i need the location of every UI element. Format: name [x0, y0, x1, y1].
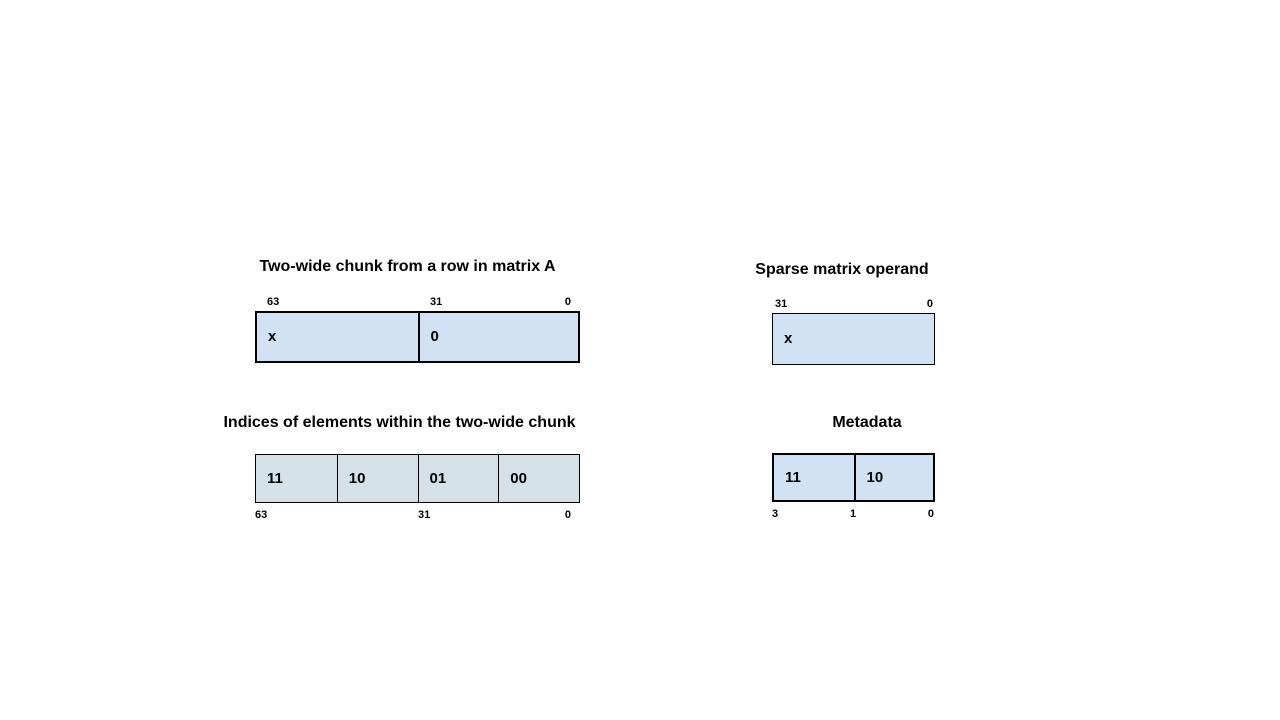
bit-label-63: 63: [255, 508, 268, 521]
bitfield-cell-zero: 0: [417, 312, 579, 361]
bit-label-0: 0: [926, 297, 933, 310]
bit-label-63: 63: [267, 295, 280, 308]
panel-metadata: Metadata 11 10 3 1 0: [772, 414, 935, 521]
panel-title-two-wide-chunk: Two-wide chunk from a row in matrix A: [259, 258, 556, 275]
panel-two-wide-chunk: Two-wide chunk from a row in matrix A 63…: [235, 258, 580, 363]
bitfield-two-wide-chunk: x 0: [255, 310, 580, 363]
metadata-cell-10: 10: [853, 454, 934, 500]
bit-label-0: 0: [927, 507, 934, 520]
panel-indices: Indices of elements within the two-wide …: [219, 414, 580, 522]
bit-label-31: 31: [430, 295, 443, 308]
bit-label-0: 0: [564, 295, 571, 308]
bit-labels-top-sparse: 31 0: [772, 297, 935, 311]
bit-label-1: 1: [850, 507, 857, 520]
index-cell-01: 01: [417, 454, 499, 502]
bit-label-31: 31: [418, 508, 431, 521]
metadata-cell-11: 11: [785, 468, 801, 486]
panel-sparse-matrix-operand: Sparse matrix operand 31 0 x: [749, 261, 935, 365]
bitfield-sparse-operand: x: [772, 312, 935, 365]
bitfield-metadata: 11 10: [772, 452, 935, 502]
bit-label-3: 3: [772, 507, 779, 520]
index-cell-10: 10: [336, 454, 418, 502]
bit-labels-bottom-indices: 63 31 0: [255, 508, 580, 522]
panel-title-indices: Indices of elements within the two-wide …: [223, 414, 576, 431]
bitfield-indices: 11 10 01 00: [255, 453, 580, 503]
index-cell-00: 00: [498, 454, 579, 502]
bit-labels-bottom-metadata: 3 1 0: [772, 507, 935, 521]
panel-title-metadata: Metadata: [832, 414, 902, 431]
panel-title-sparse-matrix-operand: Sparse matrix operand: [755, 261, 929, 278]
bitfield-cell-x: x: [268, 328, 277, 346]
index-cell-11: 11: [267, 469, 283, 487]
bit-labels-top-two-wide-chunk: 63 31 0: [255, 295, 580, 309]
bit-label-31: 31: [775, 297, 788, 310]
bit-label-0: 0: [564, 508, 571, 521]
sparse-cell-x: x: [784, 330, 793, 348]
